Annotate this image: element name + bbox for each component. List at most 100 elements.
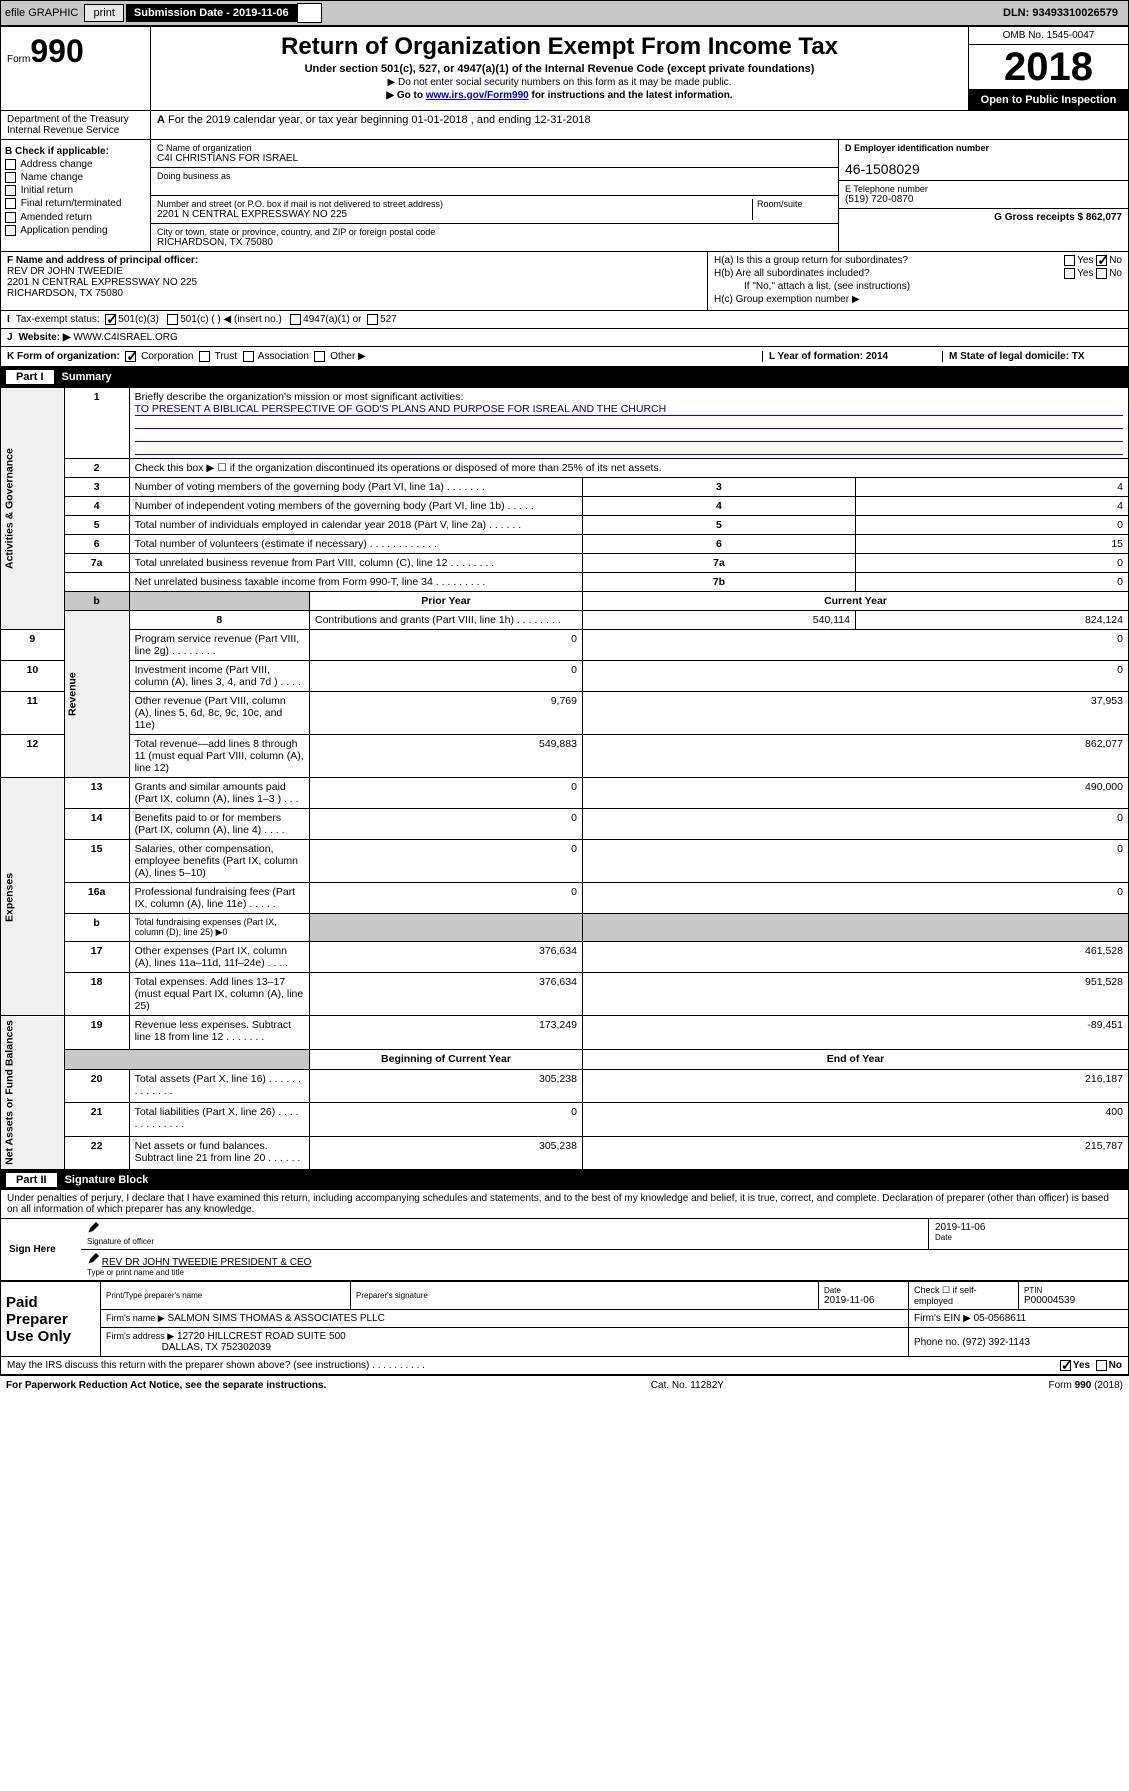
hb-no[interactable]	[1096, 268, 1107, 279]
form-header: Form990 Return of Organization Exempt Fr…	[0, 26, 1129, 111]
discuss-no[interactable]	[1096, 1360, 1107, 1371]
part1-header: Part I Summary	[0, 367, 1129, 387]
topbar: efile GRAPHIC print Submission Date - 20…	[0, 0, 1129, 26]
website-value: WWW.C4ISRAEL.ORG	[73, 332, 177, 343]
efile-label: efile GRAPHIC	[5, 7, 78, 19]
firm-ein: Firm's EIN ▶ 05-0568611	[909, 1310, 1129, 1328]
sig-date: 2019-11-06	[935, 1222, 1122, 1233]
check-assoc[interactable]	[243, 351, 254, 362]
addr-label: Number and street (or P.O. box if mail i…	[157, 199, 752, 209]
form-number: 990	[30, 33, 83, 69]
summary-table: Activities & Governance 1 Briefly descri…	[0, 387, 1129, 1170]
line-2: Check this box ▶ ☐ if the organization d…	[129, 459, 1128, 478]
line-j: J Website: ▶ WWW.C4ISRAEL.ORG	[0, 329, 1129, 347]
room-label: Room/suite	[757, 199, 832, 209]
submission-date-box	[297, 3, 322, 23]
perjury-text: Under penalties of perjury, I declare th…	[0, 1190, 1129, 1219]
org-name-label: C Name of organization	[157, 143, 832, 153]
section-fh: F Name and address of principal officer:…	[0, 252, 1129, 311]
ein-value: 46-1508029	[845, 153, 1122, 177]
part2-header: Part II Signature Block	[0, 1170, 1129, 1190]
line-a: For the 2019 calendar year, or tax year …	[168, 114, 591, 126]
officer-typed-name: REV DR JOHN TWEEDIE PRESIDENT & CEO	[102, 1257, 312, 1268]
sign-here-label: Sign Here	[1, 1219, 81, 1280]
dept-label: Department of the Treasury Internal Reve…	[1, 111, 151, 139]
section-b: B Check if applicable: Address change Na…	[0, 140, 1129, 252]
hb-note: If "No," attach a list. (see instruction…	[714, 281, 1122, 292]
side-governance: Activities & Governance	[1, 388, 65, 630]
irs-link[interactable]: www.irs.gov/Form990	[426, 90, 529, 101]
val-5: 0	[855, 516, 1128, 535]
dept-row: Department of the Treasury Internal Reve…	[0, 111, 1129, 140]
firm-addr: 12720 HILLCREST ROAD SUITE 500	[177, 1331, 346, 1342]
hdr-curr: Current Year	[582, 592, 1128, 611]
check-name-change[interactable]	[5, 172, 16, 183]
officer-name: REV DR JOHN TWEEDIE	[7, 266, 123, 277]
omb-number: OMB No. 1545-0047	[969, 27, 1128, 45]
pencil-icon	[87, 1222, 99, 1234]
officer-addr1: 2201 N CENTRAL EXPRESSWAY NO 225	[7, 277, 197, 288]
val-6: 15	[855, 535, 1128, 554]
ha-yes[interactable]	[1064, 255, 1075, 266]
discuss-line: May the IRS discuss this return with the…	[0, 1357, 1129, 1375]
hb-label: H(b) Are all subordinates included?	[714, 268, 870, 279]
check-address-change[interactable]	[5, 159, 16, 170]
hdr-prior: Prior Year	[309, 592, 582, 611]
gross-receipts: G Gross receipts $ 862,077	[994, 212, 1122, 223]
check-initial-return[interactable]	[5, 185, 16, 196]
officer-label: F Name and address of principal officer:	[7, 255, 198, 266]
footer: For Paperwork Reduction Act Notice, see …	[0, 1375, 1129, 1395]
hdr-end: End of Year	[582, 1049, 1128, 1069]
check-4947[interactable]	[290, 314, 301, 325]
ptin-value: P00004539	[1024, 1295, 1075, 1306]
check-501c3[interactable]	[105, 314, 116, 325]
check-other[interactable]	[314, 351, 325, 362]
check-final-return[interactable]	[5, 198, 16, 209]
city-label: City or town, state or province, country…	[157, 227, 832, 237]
side-net-assets: Net Assets or Fund Balances	[1, 1016, 65, 1170]
open-public-badge: Open to Public Inspection	[969, 89, 1128, 110]
side-revenue: Revenue	[64, 611, 129, 778]
mission-text: TO PRESENT A BIBLICAL PERSPECTIVE OF GOD…	[135, 403, 1123, 416]
val-7a: 0	[855, 554, 1128, 573]
discuss-yes[interactable]	[1060, 1360, 1071, 1371]
side-expenses: Expenses	[1, 778, 65, 1016]
check-527[interactable]	[367, 314, 378, 325]
ein-label: D Employer identification number	[845, 143, 1122, 153]
print-button[interactable]: print	[84, 4, 123, 22]
submission-date-label: Submission Date - 2019-11-06	[126, 4, 297, 22]
note-link: ▶ Go to www.irs.gov/Form990 for instruct…	[157, 90, 962, 101]
ha-label: H(a) Is this a group return for subordin…	[714, 255, 908, 266]
hc-label: H(c) Group exemption number ▶	[714, 294, 1122, 305]
box-b-label: B Check if applicable:	[5, 146, 109, 157]
cat-number: Cat. No. 11282Y	[651, 1380, 724, 1391]
form-word: Form	[7, 54, 30, 65]
check-501c[interactable]	[167, 314, 178, 325]
val-4: 4	[855, 497, 1128, 516]
check-trust[interactable]	[199, 351, 210, 362]
officer-addr2: RICHARDSON, TX 75080	[7, 288, 123, 299]
pra-notice: For Paperwork Reduction Act Notice, see …	[6, 1380, 326, 1391]
ha-no[interactable]	[1096, 255, 1107, 266]
tax-year: 2018	[969, 45, 1128, 89]
phone-label: E Telephone number	[845, 184, 1122, 194]
form-subtitle: Under section 501(c), 527, or 4947(a)(1)…	[157, 63, 962, 75]
line-i: I Tax-exempt status: 501(c)(3) 501(c) ( …	[0, 311, 1129, 329]
firm-phone: Phone no. (972) 392-1143	[909, 1328, 1129, 1357]
check-app-pending[interactable]	[5, 225, 16, 236]
note-ssn: ▶ Do not enter social security numbers o…	[157, 77, 962, 88]
paid-preparer-label: Paid Preparer Use Only	[1, 1282, 101, 1357]
state-domicile: M State of legal domicile: TX	[949, 351, 1085, 362]
check-amended[interactable]	[5, 212, 16, 223]
hdr-beg: Beginning of Current Year	[309, 1049, 582, 1069]
org-name: C4I CHRISTIANS FOR ISRAEL	[157, 153, 832, 164]
val-3: 4	[855, 478, 1128, 497]
firm-name: SALMON SIMS THOMAS & ASSOCIATES PLLC	[167, 1313, 384, 1324]
pencil-icon	[87, 1253, 99, 1265]
dba-label: Doing business as	[157, 171, 832, 181]
line-k: K Form of organization: Corporation Trus…	[0, 347, 1129, 367]
hb-yes[interactable]	[1064, 268, 1075, 279]
val-7b: 0	[855, 573, 1128, 592]
sign-here-block: Sign Here Signature of officer 2019-11-0…	[0, 1219, 1129, 1281]
check-corp[interactable]	[125, 351, 136, 362]
